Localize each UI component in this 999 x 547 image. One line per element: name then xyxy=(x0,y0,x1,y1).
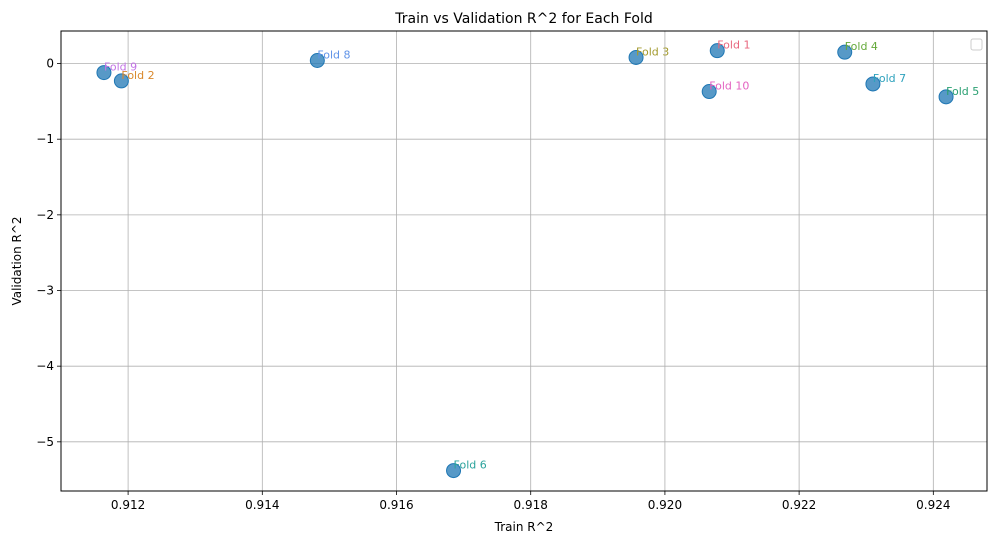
point-label: Fold 6 xyxy=(454,459,487,472)
y-tick-label: −1 xyxy=(36,132,54,146)
x-tick-label: 0.922 xyxy=(782,498,816,512)
x-tick-label: 0.924 xyxy=(916,498,950,512)
point-label: Fold 10 xyxy=(709,80,749,93)
x-tick-label: 0.916 xyxy=(379,498,413,512)
point-label: Fold 8 xyxy=(317,49,350,62)
data-point xyxy=(938,89,954,105)
data-point xyxy=(446,463,462,479)
plot-area-frame xyxy=(60,30,988,492)
data-point xyxy=(837,44,853,60)
point-label: Fold 7 xyxy=(873,72,906,85)
x-axis-label: Train R^2 xyxy=(494,520,554,534)
x-tick-label: 0.912 xyxy=(111,498,145,512)
data-point xyxy=(701,84,717,100)
y-tick-label: −5 xyxy=(36,435,54,449)
x-tick-label: 0.920 xyxy=(648,498,682,512)
x-tick-label: 0.918 xyxy=(514,498,548,512)
data-point xyxy=(628,49,644,65)
data-point xyxy=(709,43,725,59)
y-axis-label: Validation R^2 xyxy=(10,216,24,305)
point-label: Fold 3 xyxy=(636,45,669,58)
point-label: Fold 4 xyxy=(845,40,878,53)
legend-box xyxy=(970,38,983,51)
grid xyxy=(61,31,987,491)
point-label: Fold 9 xyxy=(104,61,137,74)
data-point xyxy=(865,76,881,92)
point-label: Fold 1 xyxy=(717,39,750,52)
y-tick-label: −3 xyxy=(36,284,54,298)
data-point xyxy=(96,65,112,81)
point-labels: Fold 1 Fold 2 Fold 3 Fold 4 Fold 5 Fold 6 Fold… xyxy=(104,39,979,472)
data-point xyxy=(309,53,325,69)
data-points xyxy=(96,43,954,479)
y-tick-label: 0 xyxy=(46,57,54,71)
chart-title: Train vs Validation R^2 for Each Fold xyxy=(394,11,653,27)
x-tick-label: 0.914 xyxy=(245,498,279,512)
point-label: Fold 2 xyxy=(121,69,154,82)
point-label: Fold 5 xyxy=(946,85,979,98)
axis-ticks: 0.912 0.914 0.916 0.918 0.920 0.922 0.924 0 −1 −2… xyxy=(36,57,950,512)
y-tick-label: −2 xyxy=(36,208,54,222)
y-tick-label: −4 xyxy=(36,359,54,373)
data-point xyxy=(113,73,129,89)
